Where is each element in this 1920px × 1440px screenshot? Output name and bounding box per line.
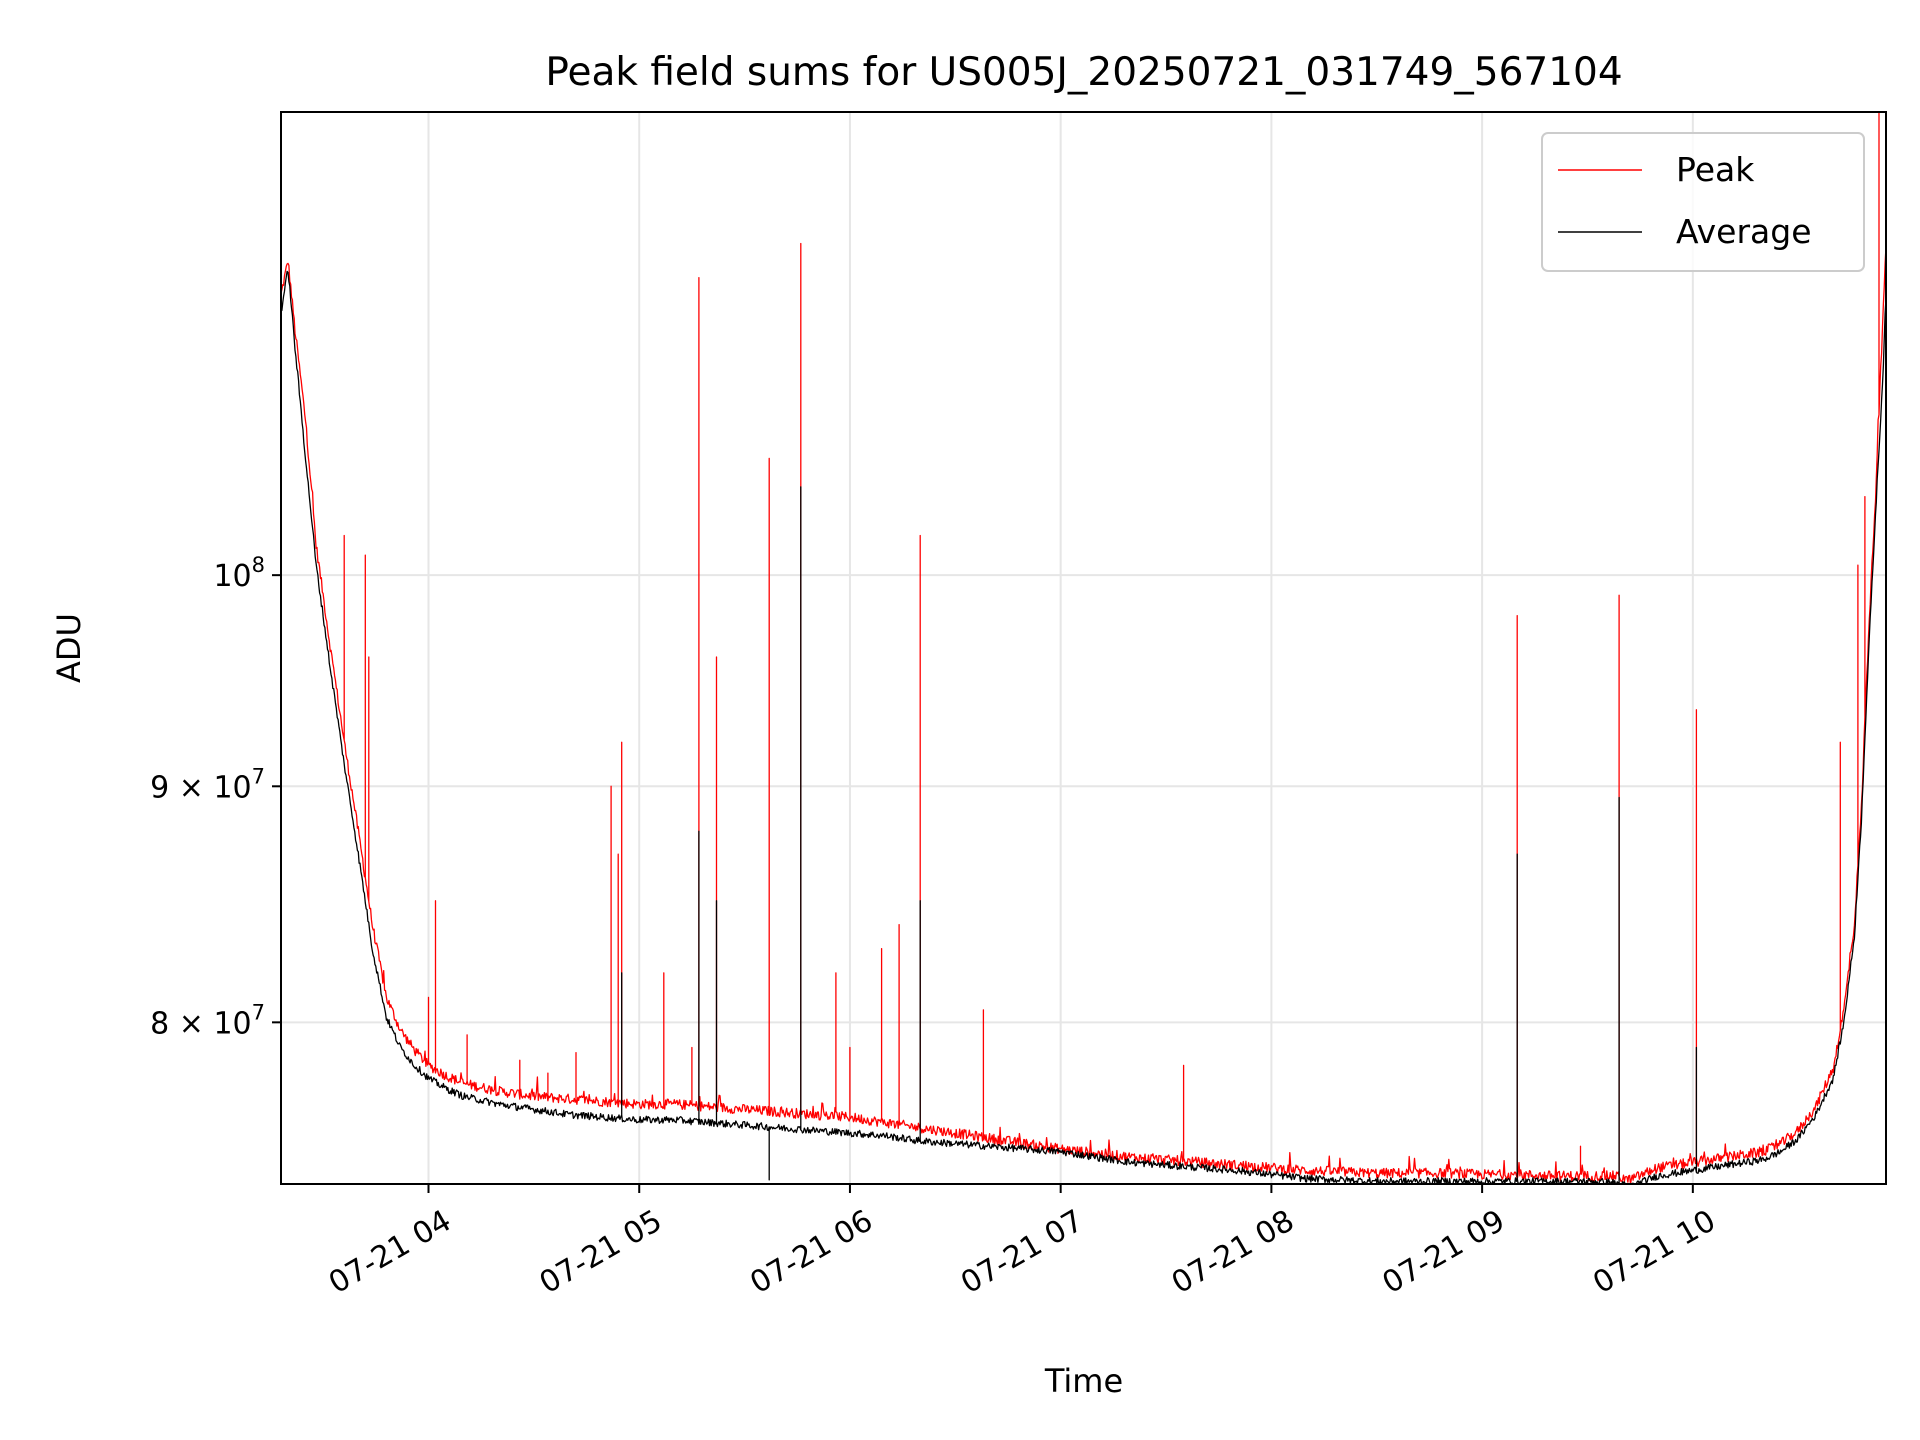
y-tick-label: 108 <box>213 553 265 594</box>
legend-peak-label: Peak <box>1676 150 1755 189</box>
chart-title: Peak field sums for US005J_20250721_0317… <box>545 50 1622 95</box>
legend: Peak Average <box>1541 132 1865 272</box>
series-line-average <box>281 270 1886 1184</box>
y-axis-label: ADU <box>50 613 88 683</box>
y-tick-label: 9 × 107 <box>150 764 265 805</box>
legend-average-label: Average <box>1676 212 1812 251</box>
legend-box <box>1541 132 1865 272</box>
y-tick-label: 8 × 107 <box>150 1000 265 1041</box>
y-axis: 108 9 × 107 8 × 107 <box>150 553 281 1041</box>
series-layer <box>281 112 1886 1184</box>
plot-frame <box>280 111 1887 1185</box>
plot-area <box>281 112 1886 1184</box>
x-axis-label: Time <box>1044 1362 1123 1400</box>
